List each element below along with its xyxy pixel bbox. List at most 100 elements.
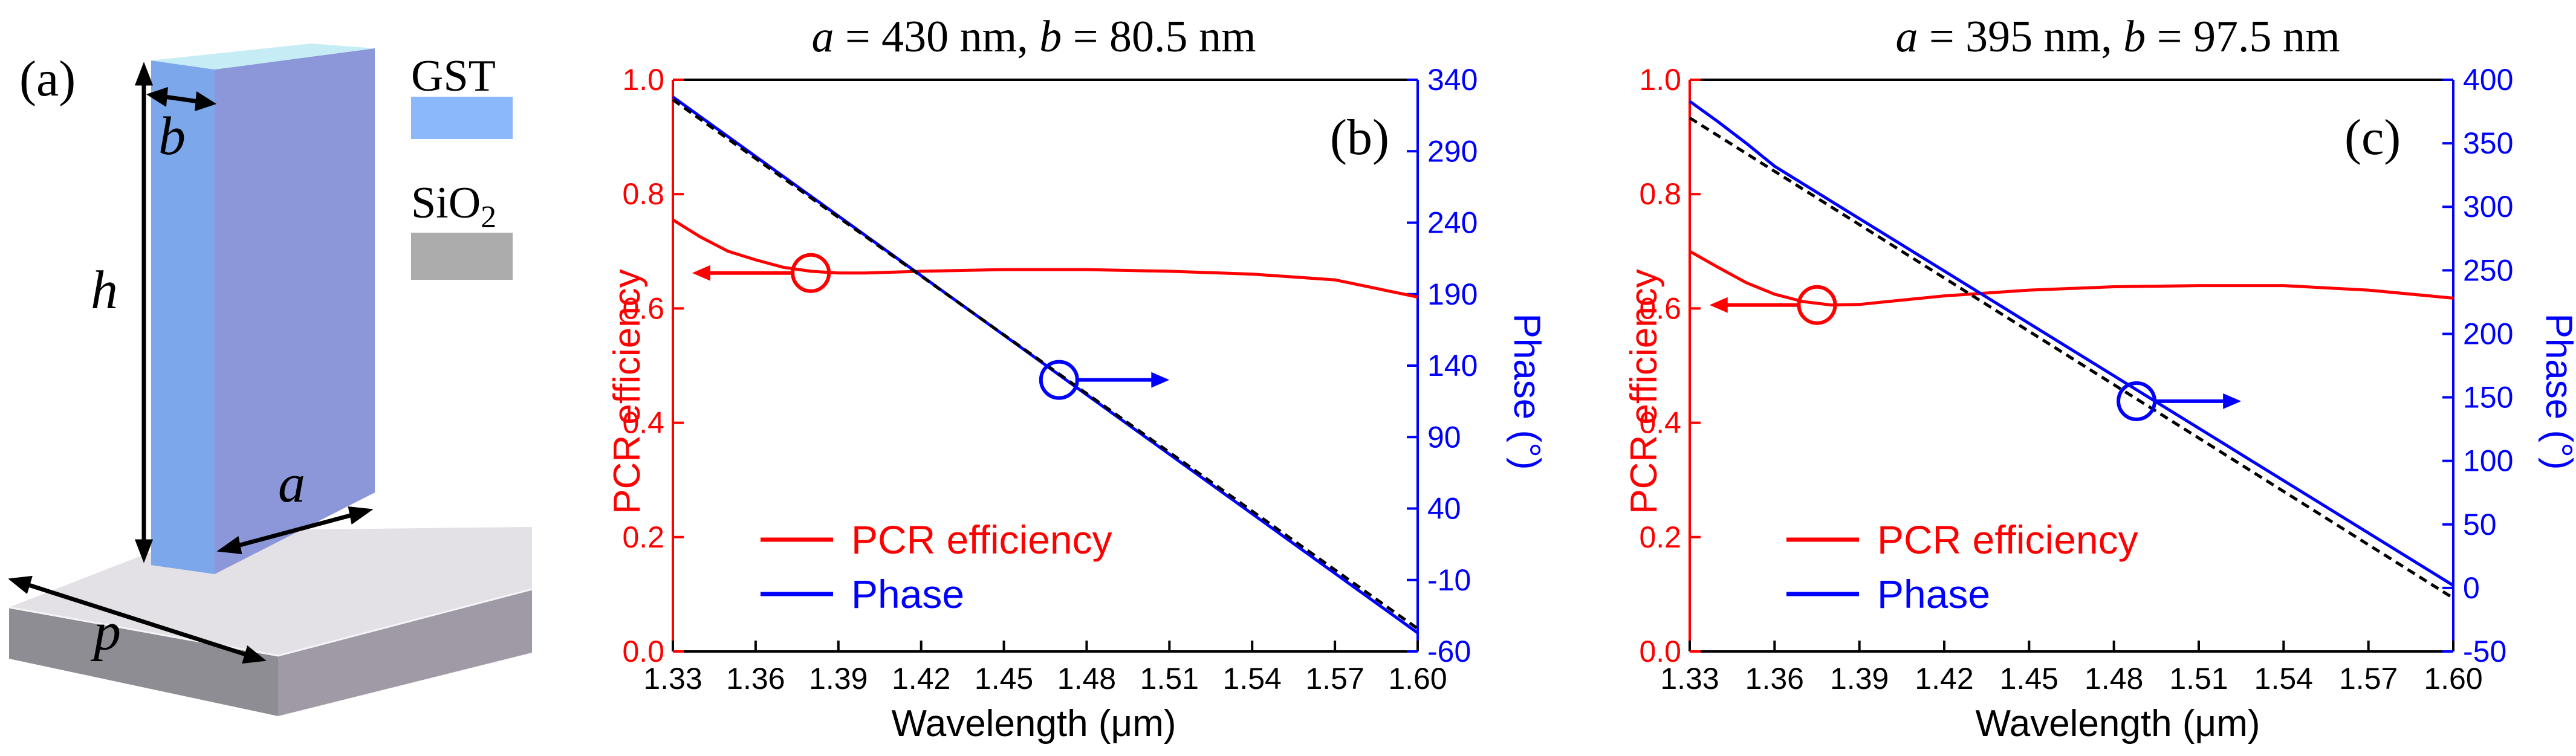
chart-b-xtick-label: 1.33 (643, 662, 702, 696)
chart-b-ytick-right-label: 290 (1427, 134, 1478, 168)
legend-sio2-label: SiO2 (411, 178, 496, 234)
chart-b-ytick-right-label: 190 (1427, 277, 1478, 311)
chart-b-xlabel: Wavelength (μm) (892, 703, 1176, 745)
dim-p-arrow (18, 580, 256, 660)
chart-b-xtick-label: 1.54 (1223, 662, 1282, 696)
chart-b-ytick-right-label: 90 (1427, 420, 1461, 454)
pillar-top-face (151, 44, 375, 69)
chart-c-xtick-label: 1.57 (2339, 662, 2398, 696)
chart-c-xtick-label: 1.48 (2084, 662, 2143, 696)
dim-a-arrow (228, 510, 362, 551)
chart-b-ytick-left-label: 0.2 (622, 520, 664, 554)
chart-b-title: a = 430 nm, b = 80.5 nm (811, 12, 1256, 62)
substrate-left-face (9, 607, 278, 716)
chart-c-xtick-label: 1.39 (1830, 662, 1889, 696)
chart-b-ytick-left-label: 0.6 (622, 291, 664, 325)
chart-b-xtick-label: 1.57 (1305, 662, 1364, 696)
chart-b-ytick-right-label: 140 (1427, 349, 1478, 383)
legend-gst-label: GST (411, 51, 496, 101)
chart-b-xtick-label: 1.48 (1057, 662, 1116, 696)
chart-c-annotation-arrowhead (2223, 393, 2242, 409)
chart-c-ytick-left-label: 0.0 (1639, 635, 1681, 668)
chart-b-ytick-right-label: 40 (1427, 492, 1461, 526)
chart-c-ytick-left-label: 0.2 (1639, 520, 1681, 554)
pillar-front-face (151, 60, 215, 574)
chart-panel-c: a = 395 nm, b = 97.5 nm (c) Wavelength (… (1623, 12, 2576, 745)
chart-c-ytick-right-label: 350 (2463, 126, 2513, 160)
chart-c-ytick-right-label: -50 (2463, 635, 2506, 668)
chart-c-ytick-right-label: 250 (2463, 253, 2513, 287)
chart-c-series-linear-fit (1689, 116, 2454, 599)
chart-c-ylabel-right: Phase (°) (2538, 313, 2576, 470)
chart-c-ytick-left-label: 0.4 (1639, 406, 1681, 440)
dim-h-label: h (91, 260, 118, 320)
chart-b-legend-phase-label: Phase (851, 572, 964, 616)
substrate-right-face (278, 589, 532, 716)
chart-c-panel-label: (c) (2344, 109, 2401, 166)
substrate-top-face (9, 527, 532, 656)
chart-c-xtick-label: 1.42 (1915, 662, 1973, 696)
chart-c-title: a = 395 nm, b = 97.5 nm (1895, 12, 2340, 62)
chart-b-xtick-label: 1.39 (809, 662, 868, 696)
chart-c-xtick-label: 1.33 (1660, 662, 1719, 696)
chart-c-xtick-label: 1.51 (2169, 662, 2228, 696)
chart-b-legend: PCR efficiency Phase (761, 517, 1112, 616)
chart-c-ytick-right-label: 150 (2463, 381, 2513, 415)
chart-b-annotation-arrowhead (692, 265, 710, 281)
pillar-right-face (215, 48, 375, 574)
dimension-arrows (8, 62, 374, 664)
chart-c-ytick-right-label: 400 (2463, 63, 2513, 97)
chart-b-ytick-right-label: -60 (1427, 635, 1471, 668)
chart-c-xtick-label: 1.60 (2424, 662, 2482, 696)
chart-c-xtick-label: 1.36 (1745, 662, 1804, 696)
dim-b-label: b (158, 106, 186, 166)
chart-c-ytick-right-label: 300 (2463, 190, 2513, 224)
chart-c-legend: PCR efficiency Phase (1786, 517, 2138, 616)
chart-c-legend-phase-label: Phase (1877, 572, 1990, 616)
chart-b-annotation-arrowhead (1151, 372, 1170, 388)
chart-b-ytick-left-label: 0.8 (622, 177, 664, 211)
chart-b-xtick-label: 1.45 (975, 662, 1033, 696)
chart-b-xtick-label: 1.42 (892, 662, 950, 696)
chart-b-ytick-right-label: -10 (1427, 563, 1471, 597)
chart-b-ytick-left-label: 1.0 (622, 63, 664, 97)
chart-b-annotation-circle (1039, 360, 1079, 400)
substrate-edge (8, 588, 533, 657)
chart-c-xlabel: Wavelength (μm) (1976, 703, 2260, 745)
dim-a-label: a (278, 454, 305, 514)
chart-b-panel-label: (b) (1330, 109, 1389, 166)
panel-a: (a) b h a p GST (8, 44, 533, 716)
chart-b-series-phase (672, 95, 1419, 635)
chart-c-legend-pcr-label: PCR efficiency (1877, 517, 2138, 562)
legend-sio2-swatch (411, 233, 513, 280)
chart-c-ytick-right-label: 0 (2463, 571, 2480, 605)
chart-c-ytick-left-label: 1.0 (1639, 63, 1681, 97)
chart-c-annotation-arrowhead (1709, 297, 1728, 313)
chart-b-ylabel-left: PCR efficiency (606, 269, 648, 514)
chart-b-ytick-right-label: 240 (1427, 206, 1478, 240)
chart-c-ylabel-left: PCR efficiency (1623, 269, 1665, 514)
legend-gst-swatch (411, 97, 513, 139)
chart-b-ytick-left-label: 0.0 (622, 635, 664, 668)
chart-c-ytick-right-label: 200 (2463, 317, 2513, 351)
chart-b-xtick-label: 1.60 (1388, 662, 1447, 696)
chart-c-series-phase (1689, 100, 2454, 587)
panel-a-label: (a) (19, 51, 76, 107)
chart-c-ytick-right-label: 50 (2463, 508, 2497, 541)
chart-c-xtick-label: 1.54 (2254, 662, 2313, 696)
chart-b-xtick-label: 1.36 (726, 662, 785, 696)
chart-c-ytick-right-label: 100 (2463, 444, 2513, 478)
chart-b-series-pcr-efficiency (672, 218, 1418, 299)
chart-c-series-pcr-efficiency (1689, 250, 2454, 307)
chart-c-ytick-left-label: 0.6 (1639, 291, 1681, 325)
chart-b-ytick-right-label: 340 (1427, 63, 1478, 97)
chart-b-ylabel-right: Phase (°) (1506, 313, 1548, 470)
chart-b-ytick-left-label: 0.4 (622, 406, 664, 440)
dim-p-label: p (90, 602, 121, 662)
chart-c-ytick-left-label: 0.8 (1639, 177, 1681, 211)
chart-panel-b: a = 430 nm, b = 80.5 nm (b) Wavelength (… (606, 12, 1548, 745)
chart-b-xtick-label: 1.51 (1140, 662, 1199, 696)
chart-c-xtick-label: 1.45 (2000, 662, 2059, 696)
chart-b-legend-pcr-label: PCR efficiency (851, 517, 1112, 562)
